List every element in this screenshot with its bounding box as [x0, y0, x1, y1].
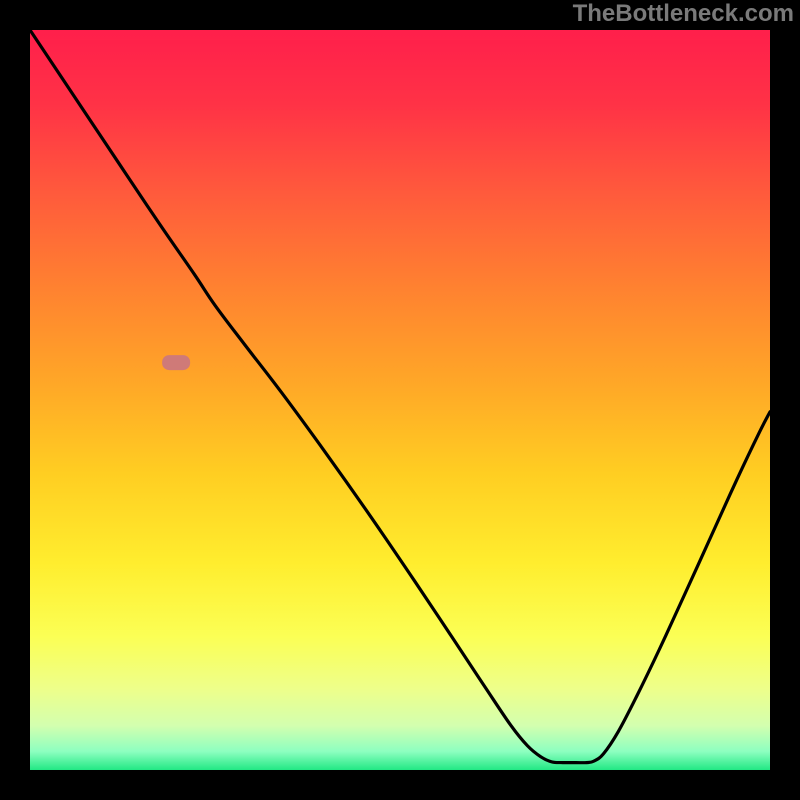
chart-root: TheBottleneck.com: [0, 0, 800, 800]
plot-area-rect: [30, 30, 770, 770]
watermark-text: TheBottleneck.com: [573, 0, 794, 28]
gradient-background: [0, 0, 800, 800]
